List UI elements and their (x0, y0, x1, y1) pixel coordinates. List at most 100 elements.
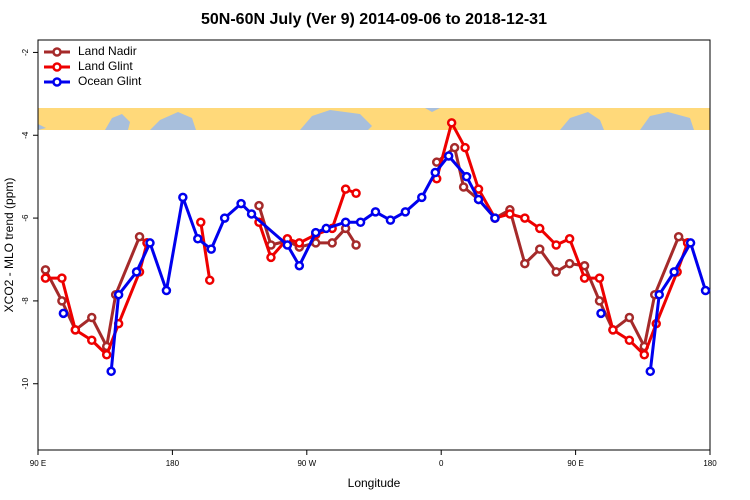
data-point (101, 349, 112, 360)
data-point (351, 240, 361, 250)
legend-marker (52, 62, 62, 72)
data-point (490, 213, 500, 223)
y-axis-label: XCO2 - MLO trend (ppm) (2, 178, 16, 313)
data-point (443, 151, 454, 161)
data-point (385, 215, 396, 225)
data-point (40, 273, 51, 283)
data-point (193, 234, 203, 244)
data-point (113, 289, 124, 300)
data-point (564, 258, 575, 269)
data-point (639, 349, 650, 360)
series-line (435, 121, 690, 357)
data-point (608, 325, 618, 335)
data-point (254, 200, 264, 211)
data-point (535, 223, 545, 234)
data-point (370, 207, 381, 217)
data-point (700, 285, 711, 296)
x-tick-label: 180 (703, 459, 717, 468)
data-point (87, 335, 97, 346)
data-point (161, 285, 172, 296)
data-point (645, 366, 656, 377)
data-point (551, 267, 561, 277)
data-point (106, 366, 116, 377)
data-point (594, 273, 605, 283)
data-point (236, 198, 246, 209)
data-point (58, 308, 69, 319)
data-point (505, 209, 515, 219)
legend-marker (52, 47, 62, 57)
data-point (327, 238, 337, 248)
data-point (446, 118, 457, 128)
data-point (460, 142, 470, 153)
data-point (87, 312, 97, 323)
data-point (246, 209, 257, 219)
series-line (199, 221, 212, 281)
data-point (355, 217, 366, 227)
data-point (206, 244, 216, 254)
data-point (219, 213, 230, 223)
data-point (596, 308, 606, 319)
data-point (654, 289, 664, 300)
data-point (564, 234, 575, 244)
y-tick-label: -4 (21, 131, 30, 139)
data-point (473, 194, 484, 205)
data-point (520, 258, 530, 269)
x-tick-label: 180 (166, 459, 180, 468)
data-point (57, 296, 67, 306)
data-point (551, 240, 561, 250)
x-tick-label: 90 E (567, 459, 583, 468)
data-point (196, 217, 206, 227)
data-point (145, 238, 155, 248)
series-line (44, 235, 148, 348)
map-strip (38, 108, 710, 130)
data-point (673, 231, 684, 242)
y-tick-label: -10 (21, 377, 30, 389)
data-point (311, 227, 321, 238)
x-tick-label: 0 (439, 459, 444, 468)
data-point (535, 244, 545, 254)
legend-label: Land Glint (78, 59, 133, 73)
data-point (40, 265, 51, 275)
data-point (449, 142, 460, 153)
y-tick-label: -2 (21, 48, 30, 56)
data-point (669, 267, 679, 277)
data-point (178, 192, 188, 203)
data-point (340, 184, 351, 194)
data-point (57, 273, 67, 283)
x-tick-label: 90 E (30, 459, 46, 468)
legend-marker (52, 77, 62, 87)
series-line (45, 242, 149, 357)
legend-label: Land Nadir (78, 44, 137, 58)
plot-frame (37, 39, 711, 451)
data-point (473, 184, 484, 194)
y-tick-label: -6 (21, 214, 30, 222)
data-point (351, 188, 361, 198)
series-line (648, 241, 707, 372)
data-point (520, 213, 530, 223)
data-point (579, 273, 590, 283)
data-point (624, 335, 635, 346)
data-point (204, 275, 215, 285)
data-point (624, 312, 635, 323)
data-point (594, 296, 605, 306)
data-point (458, 182, 469, 192)
data-point (282, 240, 293, 250)
data-point (340, 217, 351, 227)
data-point (294, 260, 305, 271)
data-point (266, 252, 276, 263)
data-point (131, 267, 142, 277)
data-point (417, 192, 427, 203)
chart-title: 50N-60N July (Ver 9) 2014-09-06 to 2018-… (201, 11, 547, 28)
data-point (461, 171, 472, 182)
data-point (400, 207, 411, 217)
data-point (70, 325, 81, 335)
data-point (294, 238, 305, 248)
data-point (134, 231, 145, 242)
x-tick-label: 90 W (297, 459, 316, 468)
legend-label: Ocean Glint (78, 74, 142, 88)
y-tick-label: -8 (21, 297, 30, 305)
x-axis-label: Longitude (348, 476, 401, 490)
data-point (685, 238, 696, 248)
